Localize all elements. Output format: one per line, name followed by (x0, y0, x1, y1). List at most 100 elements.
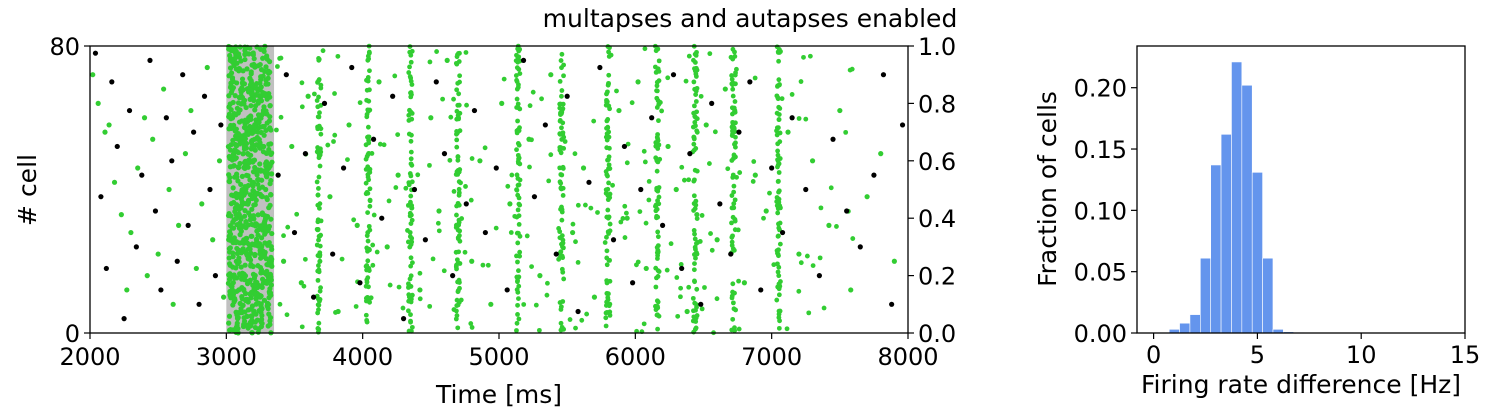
excitatory-spike (673, 186, 679, 193)
burst-spike (558, 320, 564, 326)
stimulus-spike (229, 192, 235, 198)
excitatory-spike (221, 294, 227, 300)
background-spike (798, 79, 804, 84)
background-spike (435, 220, 441, 226)
burst-spike (455, 102, 461, 108)
background-spike (608, 52, 614, 58)
burst-spike (606, 166, 611, 172)
burst-spike (316, 94, 321, 100)
excitatory-spike (417, 287, 423, 293)
excitatory-spike (176, 222, 182, 228)
burst-spike (654, 134, 660, 140)
burst-spike (318, 85, 324, 91)
burst-spike (365, 124, 371, 130)
excitatory-spike (763, 208, 769, 214)
stimulus-spike (259, 112, 265, 118)
excitatory-spike (488, 301, 494, 307)
burst-spike (694, 109, 700, 115)
background-spike (771, 262, 777, 268)
burst-spike (694, 216, 700, 221)
background-spike (482, 145, 488, 151)
stimulus-spike (256, 242, 262, 248)
stimulus-spike (252, 92, 259, 98)
stimulus-spike (241, 146, 248, 152)
burst-spike (515, 105, 521, 111)
inhibitory-spike (816, 273, 822, 279)
stimulus-spike (252, 252, 258, 259)
background-spike (456, 190, 462, 196)
background-spike (281, 233, 286, 239)
stimulus-spike (241, 274, 247, 280)
background-spike (515, 176, 521, 181)
inhibitory-spike (553, 251, 559, 257)
background-spike (325, 142, 331, 148)
background-spike (796, 288, 802, 294)
background-spike (579, 317, 585, 323)
inhibitory-spike (196, 301, 202, 307)
inhibitory-spike (340, 165, 347, 171)
background-spike (646, 197, 652, 203)
excitatory-spike (891, 258, 897, 264)
stimulus-spike (236, 259, 242, 265)
background-spike (524, 233, 530, 239)
burst-spike (560, 244, 565, 250)
background-spike (750, 179, 756, 184)
background-spike (561, 62, 567, 68)
burst-spike (730, 174, 736, 180)
burst-spike (729, 243, 735, 248)
burst-spike (408, 161, 414, 167)
stimulus-spike (258, 84, 264, 90)
burst-spike (318, 102, 324, 108)
burst-spike (367, 107, 373, 113)
burst-spike (730, 86, 736, 92)
background-spike (370, 262, 376, 268)
background-spike (659, 108, 665, 114)
excitatory-spike (376, 79, 382, 85)
excitatory-spike (703, 122, 709, 128)
burst-spike (407, 64, 412, 70)
burst-spike (457, 79, 462, 85)
background-spike (556, 226, 562, 231)
background-spike (302, 256, 308, 262)
burst-spike (408, 193, 414, 199)
background-spike (448, 114, 454, 120)
background-spike (512, 213, 518, 219)
stimulus-spike (264, 280, 270, 286)
background-spike (699, 306, 705, 312)
background-spike (396, 284, 402, 290)
stimulus-spike (265, 226, 272, 232)
burst-spike (367, 186, 373, 192)
inhibitory-spike (610, 237, 617, 243)
burst-spike (606, 72, 612, 78)
stimulus-spike (267, 161, 274, 167)
histogram-x-label: Firing rate difference [Hz] (1141, 370, 1461, 399)
burst-spike (694, 304, 699, 310)
background-spike (709, 247, 715, 253)
burst-spike (776, 196, 782, 202)
background-spike (683, 78, 689, 84)
stimulus-spike (263, 77, 269, 83)
background-spike (377, 141, 383, 147)
burst-spike (774, 110, 780, 116)
background-spike (567, 317, 573, 322)
inhibitory-spike (201, 93, 208, 99)
burst-spike (732, 218, 738, 224)
background-spike (469, 156, 475, 161)
burst-spike (454, 212, 459, 218)
stimulus-spike (248, 250, 254, 256)
excitatory-spike (499, 100, 505, 106)
background-spike (733, 307, 739, 313)
stimulus-spike (256, 326, 262, 332)
stimulus-spike (226, 114, 232, 120)
burst-spike (604, 248, 610, 254)
excitatory-spike (90, 72, 96, 78)
burst-spike (408, 90, 414, 95)
stimulus-spike (239, 85, 245, 91)
background-spike (828, 185, 834, 191)
stimulus-spike (258, 235, 265, 241)
excitatory-spike (155, 251, 161, 257)
burst-spike (775, 210, 781, 216)
excitatory-spike (741, 280, 748, 286)
background-spike (606, 214, 612, 220)
burst-spike (453, 222, 459, 228)
